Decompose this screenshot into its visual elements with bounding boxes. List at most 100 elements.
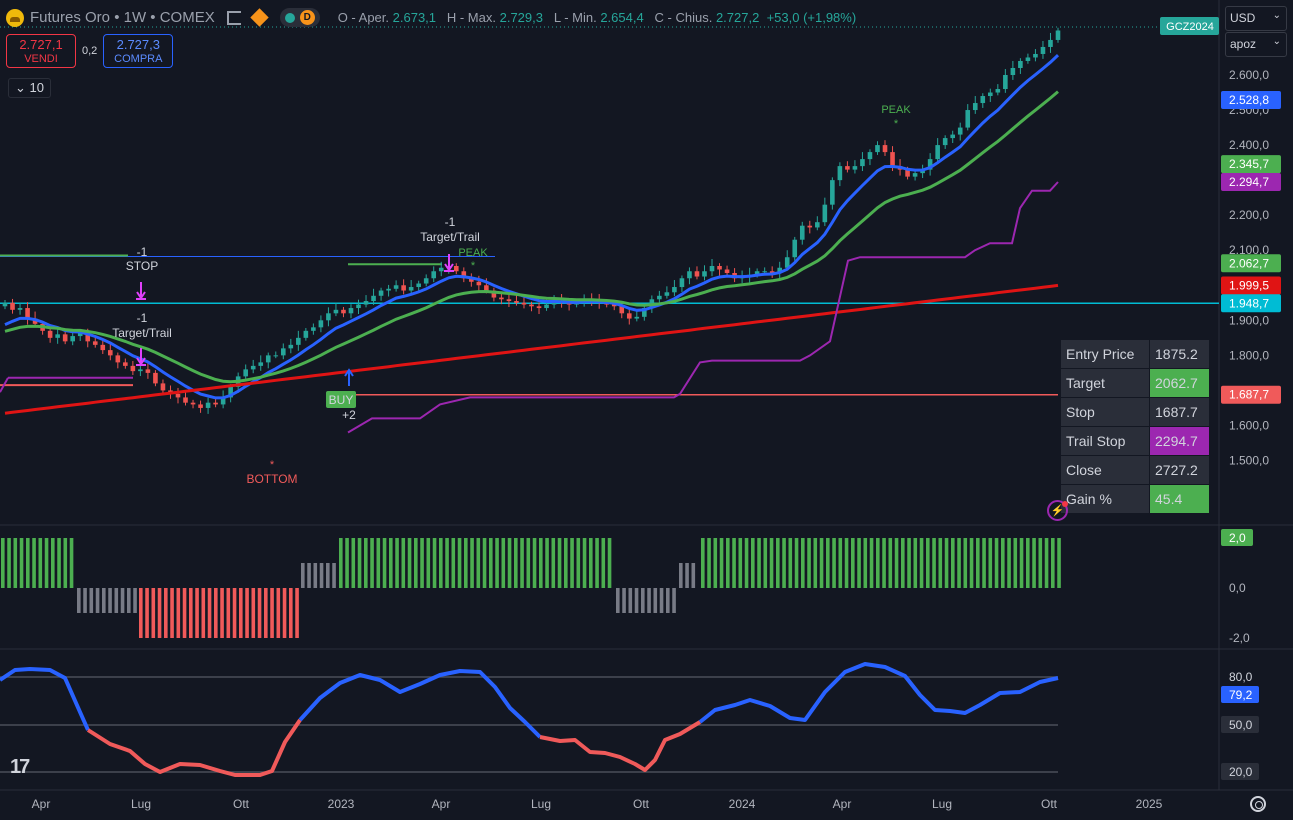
settings-gear-icon[interactable] — [1250, 796, 1266, 812]
histogram-bar — [570, 538, 574, 588]
candle-body — [942, 138, 948, 146]
candle-body — [784, 257, 790, 268]
histogram-bar — [647, 588, 651, 613]
candle-body — [1010, 67, 1016, 75]
price-label-bg — [1221, 276, 1281, 295]
histogram-bar — [51, 538, 55, 588]
lightning-icon[interactable]: ⚡ — [1047, 500, 1068, 521]
histogram-bar — [376, 538, 381, 588]
candle-body — [115, 355, 121, 363]
candle-body — [205, 402, 211, 408]
histogram-bar — [1019, 538, 1024, 588]
histogram-bar — [282, 588, 287, 638]
bottom-star: * — [270, 459, 275, 471]
histogram-bar — [707, 538, 711, 588]
histogram-bar — [426, 538, 431, 588]
histogram-bar — [932, 538, 936, 588]
candle-body — [935, 145, 940, 160]
currency-select[interactable]: USD ⌄ — [1225, 6, 1287, 31]
histogram-bar — [357, 538, 362, 588]
stats-row: Entry Price 1875.2 — [1061, 340, 1209, 369]
buy-button[interactable]: 2.727,3 COMPRA — [103, 34, 174, 68]
candle-body — [980, 96, 986, 104]
histogram-bar — [888, 538, 893, 588]
histogram-bar — [401, 538, 406, 588]
sell-button[interactable]: 2.727,1 VENDI — [6, 34, 76, 68]
trail-stop-line — [347, 181, 1059, 434]
candle-body — [965, 110, 971, 128]
flag-icon[interactable] — [226, 10, 241, 25]
histogram-bar — [595, 538, 599, 588]
candle-body — [717, 265, 722, 270]
candle-body — [145, 369, 151, 373]
candle-body — [957, 127, 963, 135]
quantity-selector[interactable]: ⌄ 10 — [8, 78, 51, 98]
market-status-pill[interactable]: D — [279, 8, 320, 27]
histogram-bar — [301, 563, 305, 588]
trail-stop-old — [0, 377, 9, 393]
candle-body — [860, 159, 865, 167]
price-tick: 2.100,0 — [1229, 243, 1269, 257]
candle-body — [1040, 46, 1046, 54]
histogram-bar — [701, 538, 705, 588]
histogram-bar — [264, 588, 268, 638]
histogram-bar — [988, 538, 993, 588]
histogram-bar — [295, 588, 299, 638]
histogram-bar — [520, 538, 524, 588]
contract-badge — [1160, 17, 1219, 35]
histogram-bar — [176, 588, 181, 638]
diamond-icon[interactable] — [250, 8, 269, 27]
histogram-bar — [851, 538, 855, 588]
candle-body — [642, 308, 647, 317]
stats-row: Close 2727.2 — [1061, 456, 1209, 485]
symbol-title[interactable]: Futures Oro • 1W • COMEX — [30, 9, 215, 26]
candle-body — [845, 166, 850, 170]
time-tick: 2023 — [328, 797, 355, 811]
peak-star: * — [894, 118, 899, 130]
stop-qty-label: -1 — [137, 245, 148, 259]
candle-body — [2, 302, 8, 307]
candle-body — [461, 271, 467, 279]
candle-body — [499, 297, 504, 300]
histogram-bar — [364, 538, 368, 588]
candle-body — [32, 318, 38, 324]
candle-body — [17, 308, 23, 310]
histogram-bar — [557, 538, 562, 588]
peak-label: PEAK — [881, 104, 911, 116]
chevron-down-icon: ⌄ — [1272, 10, 1281, 21]
time-tick: Lug — [932, 797, 952, 811]
osc-label: 79,2 — [1229, 688, 1253, 702]
histogram-bar — [719, 538, 724, 588]
histogram-bar — [170, 588, 174, 638]
stats-row: Target 2062.7 — [1061, 369, 1209, 398]
histogram-bar — [691, 563, 696, 588]
histogram-bar — [19, 538, 24, 588]
histogram-bar — [801, 538, 805, 588]
histogram-bar — [251, 588, 256, 638]
time-tick: 2024 — [729, 797, 756, 811]
histogram-bar — [659, 588, 664, 613]
target-arrow-icon — [136, 348, 146, 366]
candle-body — [927, 159, 933, 170]
tradingview-logo[interactable]: 17 — [10, 756, 30, 778]
candle-body — [815, 222, 820, 228]
osc-line-bull — [298, 669, 542, 739]
candle-body — [1025, 57, 1031, 61]
candle-body — [138, 369, 143, 372]
histogram-bar — [476, 538, 481, 588]
histogram-bar — [628, 588, 633, 613]
histogram-bar — [826, 538, 830, 588]
candle-body — [356, 304, 361, 309]
candle-body — [243, 369, 248, 377]
histogram-bar — [957, 538, 961, 588]
histogram-bar — [672, 588, 676, 613]
stop-label: STOP — [126, 259, 158, 273]
price-tick: 1.500,0 — [1229, 454, 1269, 468]
ema-fast-line — [4, 54, 1060, 400]
histogram-bar — [882, 538, 886, 588]
candle-body — [694, 271, 700, 277]
scale-mode-select[interactable]: apoz ⌄ — [1225, 32, 1287, 57]
histogram-bar — [44, 538, 49, 588]
candle-body — [657, 295, 662, 300]
